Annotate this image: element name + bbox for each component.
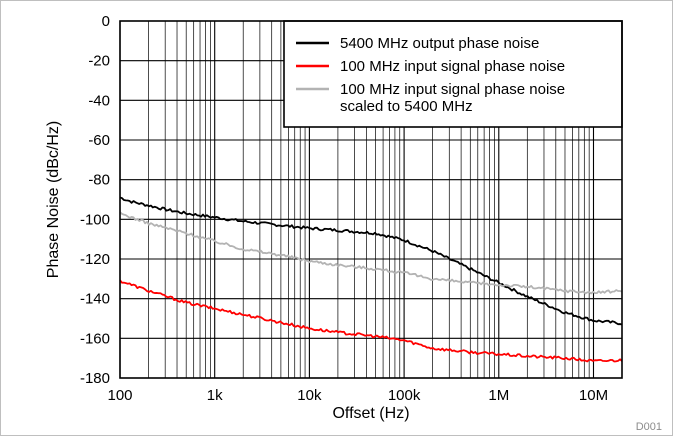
x-tick-label: 1M [488, 387, 509, 404]
y-tick-label: -100 [80, 211, 110, 228]
y-tick-label: -80 [88, 172, 110, 189]
y-tick-label: -140 [80, 291, 110, 308]
legend-box [283, 20, 623, 128]
x-tick-label: 10k [297, 387, 322, 404]
y-tick-label: -160 [80, 330, 110, 347]
legend-label-scaled: 100 MHz input signal phase noise [340, 81, 565, 98]
y-tick-label: -60 [88, 132, 110, 149]
legend-label-scaled-line2: scaled to 5400 MHz [340, 98, 473, 115]
x-tick-label: 10M [579, 387, 608, 404]
legend-label-output: 5400 MHz output phase noise [340, 35, 539, 52]
y-tick-labels: 0 -20 -40 -60 -80 -100 -120 -140 -160 -180 [80, 13, 110, 387]
figure-id: D001 [636, 421, 662, 433]
x-tick-label: 1k [207, 387, 223, 404]
series-line-1 [119, 196, 623, 326]
series-layer [119, 196, 623, 363]
y-tick-label: -40 [88, 92, 110, 109]
plot-area-border [119, 20, 623, 379]
legend: 5400 MHz output phase noise 100 MHz inpu… [283, 20, 623, 128]
y-tick-label: -120 [80, 251, 110, 268]
y-axis-label: Phase Noise (dBc/Hz) [45, 121, 62, 278]
x-tick-labels: 100 1k 10k 100k 1M 10M [107, 387, 608, 404]
y-tick-label: -180 [80, 370, 110, 387]
y-tick-label: -20 [88, 53, 110, 70]
y-tick-label: 0 [102, 13, 110, 30]
legend-label-input: 100 MHz input signal phase noise [340, 58, 565, 75]
x-tick-label: 100 [107, 387, 132, 404]
series-line-3 [119, 211, 623, 295]
x-tick-label: 100k [388, 387, 421, 404]
x-axis-label: Offset (Hz) [332, 405, 409, 422]
series-line-2 [119, 279, 623, 363]
